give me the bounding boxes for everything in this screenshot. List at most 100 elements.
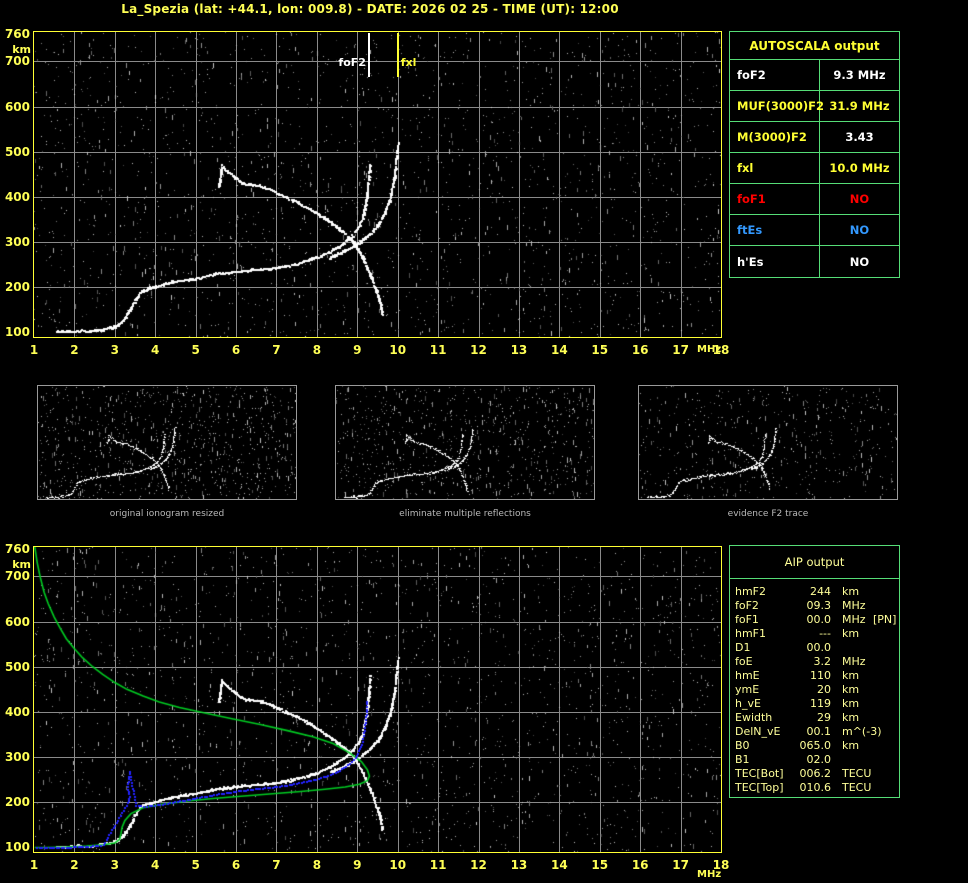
- autoscala-row-value: 3.43: [845, 130, 874, 144]
- aip-row-b0: B0 065.0 km: [735, 739, 899, 753]
- aip-row-unit: km: [842, 697, 860, 710]
- top-ionogram-canvas: [34, 32, 721, 337]
- autoscala-row-m3000f2: M(3000)F2 3.43: [730, 122, 899, 153]
- aip-row-key: foF2: [735, 599, 759, 612]
- bot-x-tick: 10: [389, 858, 407, 872]
- bot-x-tick: 4: [151, 858, 160, 872]
- aip-row-value: 00.1: [806, 725, 832, 738]
- top-y-tick: 600: [4, 99, 30, 114]
- aip-row-hve: h_vE 119 km: [735, 697, 899, 711]
- aip-row-value: 244: [810, 585, 831, 598]
- aip-table-body: hmF2 244 km foF2 09.3 MHz foF1 00.0 MHz [PN] hmF1 -…: [730, 579, 899, 795]
- thumbnail-canvas-0: [38, 386, 296, 499]
- aip-row-yme: ymE 20 km: [735, 683, 899, 697]
- aip-row-value: 20: [817, 683, 831, 696]
- thumbnail-evidence-f2-trace[interactable]: [638, 385, 898, 500]
- aip-table-title: AIP output: [730, 546, 899, 579]
- aip-row-unit: km: [842, 585, 860, 598]
- top-ionogram-plot[interactable]: foF2 fxl: [33, 31, 722, 338]
- autoscala-output-table: AUTOSCALA output foF2 9.3 MHz MUF(3000)F2 3…: [729, 31, 900, 278]
- bot-x-tick: 14: [550, 858, 568, 872]
- thumbnail-original-ionogram[interactable]: [37, 385, 297, 500]
- autoscala-table-body: foF2 9.3 MHz MUF(3000)F2 31.9 MHz M(3000)F2 3…: [730, 60, 899, 277]
- aip-row-unit: km: [842, 739, 860, 752]
- aip-row-value: 09.3: [806, 599, 832, 612]
- aip-row-unit: [835, 641, 873, 655]
- top-x-tick: 10: [389, 343, 407, 357]
- top-x-tick: 13: [510, 343, 528, 357]
- bot-x-tick: 3: [110, 858, 119, 872]
- bot-y-tick: 400: [4, 704, 30, 719]
- autoscala-row-ftes: ftEs NO: [730, 215, 899, 246]
- top-x-unit: MHz: [697, 344, 722, 355]
- page-title: La_Spezia (lat: +44.1, lon: 009.8) - DAT…: [121, 2, 619, 16]
- aip-row-key: DelN_vE: [735, 725, 781, 738]
- bot-x-tick: 12: [470, 858, 487, 872]
- top-x-tick: 8: [312, 343, 322, 357]
- bot-y-tick: 600: [4, 614, 30, 629]
- aip-row-fof1: foF1 00.0 MHz [PN]: [735, 613, 899, 627]
- aip-row-key: B1: [735, 753, 750, 766]
- aip-row-key: D1: [735, 641, 751, 654]
- aip-row-tecbot: TEC[Bot] 006.2 TECU: [735, 767, 899, 781]
- aip-row-unit: TECU: [842, 781, 872, 794]
- aip-row-value: 006.2: [799, 767, 832, 780]
- aip-output-table: AIP output hmF2 244 km foF2 09.3 MHz foF1 00.0 M…: [729, 545, 900, 798]
- bot-x-tick: 2: [70, 858, 79, 872]
- top-y-tick: 700: [4, 54, 30, 69]
- aip-row-unit: km: [842, 627, 860, 640]
- autoscala-row-value: 9.3 MHz: [833, 68, 886, 82]
- top-x-tick: 6: [231, 343, 241, 357]
- top-x-tick: 2: [70, 343, 79, 357]
- top-x-tick: 12: [470, 343, 487, 357]
- aip-row-unit: MHz: [842, 599, 866, 612]
- bot-x-tick: 8: [312, 858, 322, 872]
- bot-y-tick: 300: [4, 750, 30, 765]
- bot-y-tick: 760: [4, 542, 30, 557]
- thumbnail-caption-1: eliminate multiple reflections: [399, 509, 531, 519]
- bot-x-tick: 11: [429, 858, 447, 872]
- autoscala-row-key: ftEs: [730, 215, 820, 245]
- thumbnail-eliminate-multiple-reflections[interactable]: [335, 385, 595, 500]
- aip-row-value: 00.0: [806, 641, 832, 654]
- bottom-plot-canvas-holder: [34, 547, 721, 852]
- autoscala-row-fxl: fxl 10.0 MHz: [730, 153, 899, 184]
- aip-row-unit: m^(-3): [842, 725, 882, 738]
- bot-x-tick: 13: [510, 858, 528, 872]
- top-x-tick: 15: [591, 343, 609, 357]
- aip-row-value: 3.2: [813, 655, 832, 668]
- autoscala-row-key: foF2: [730, 60, 820, 90]
- aip-row-key: ymE: [735, 683, 760, 696]
- top-y-tick: 300: [4, 235, 30, 250]
- bot-x-tick: 16: [631, 858, 649, 872]
- aip-row-key: TEC[Bot]: [735, 767, 784, 780]
- aip-row-key: foE: [735, 655, 753, 668]
- aip-row-b1: B1 02.0: [735, 753, 899, 767]
- autoscala-table-title: AUTOSCALA output: [730, 32, 899, 60]
- aip-row-hme: hmE 110 km: [735, 669, 899, 683]
- top-x-tick: 5: [191, 343, 200, 357]
- aip-row-unit: km: [842, 683, 860, 696]
- bot-x-tick: 15: [591, 858, 609, 872]
- top-x-tick: 11: [429, 343, 447, 357]
- autoscala-row-hes: h'Es NO: [730, 246, 899, 277]
- top-x-tick: 16: [631, 343, 649, 357]
- aip-row-value: 010.6: [799, 781, 832, 794]
- bottom-ionogram-plot[interactable]: [33, 546, 722, 853]
- top-plot-canvas-holder: [34, 32, 721, 337]
- aip-row-value: 119: [810, 697, 831, 710]
- top-y-tick: 500: [4, 144, 30, 159]
- autoscala-row-value: NO: [849, 223, 870, 237]
- top-y-unit: km: [12, 43, 31, 56]
- aip-row-unit: [835, 753, 873, 767]
- bot-y-tick: 200: [4, 795, 30, 810]
- aip-row-key: TEC[Top]: [735, 781, 784, 794]
- autoscala-row-value: 10.0 MHz: [829, 161, 890, 175]
- thumbnail-caption-0: original ionogram resized: [109, 509, 225, 519]
- aip-row-key: hmF1: [735, 627, 767, 640]
- aip-row-tectop: TEC[Top] 010.6 TECU: [735, 781, 899, 795]
- aip-row-hmf1: hmF1 --- km: [735, 627, 899, 641]
- bottom-ionogram-canvas: [34, 547, 721, 852]
- bot-x-tick: 9: [353, 858, 362, 872]
- bot-y-tick: 500: [4, 659, 30, 674]
